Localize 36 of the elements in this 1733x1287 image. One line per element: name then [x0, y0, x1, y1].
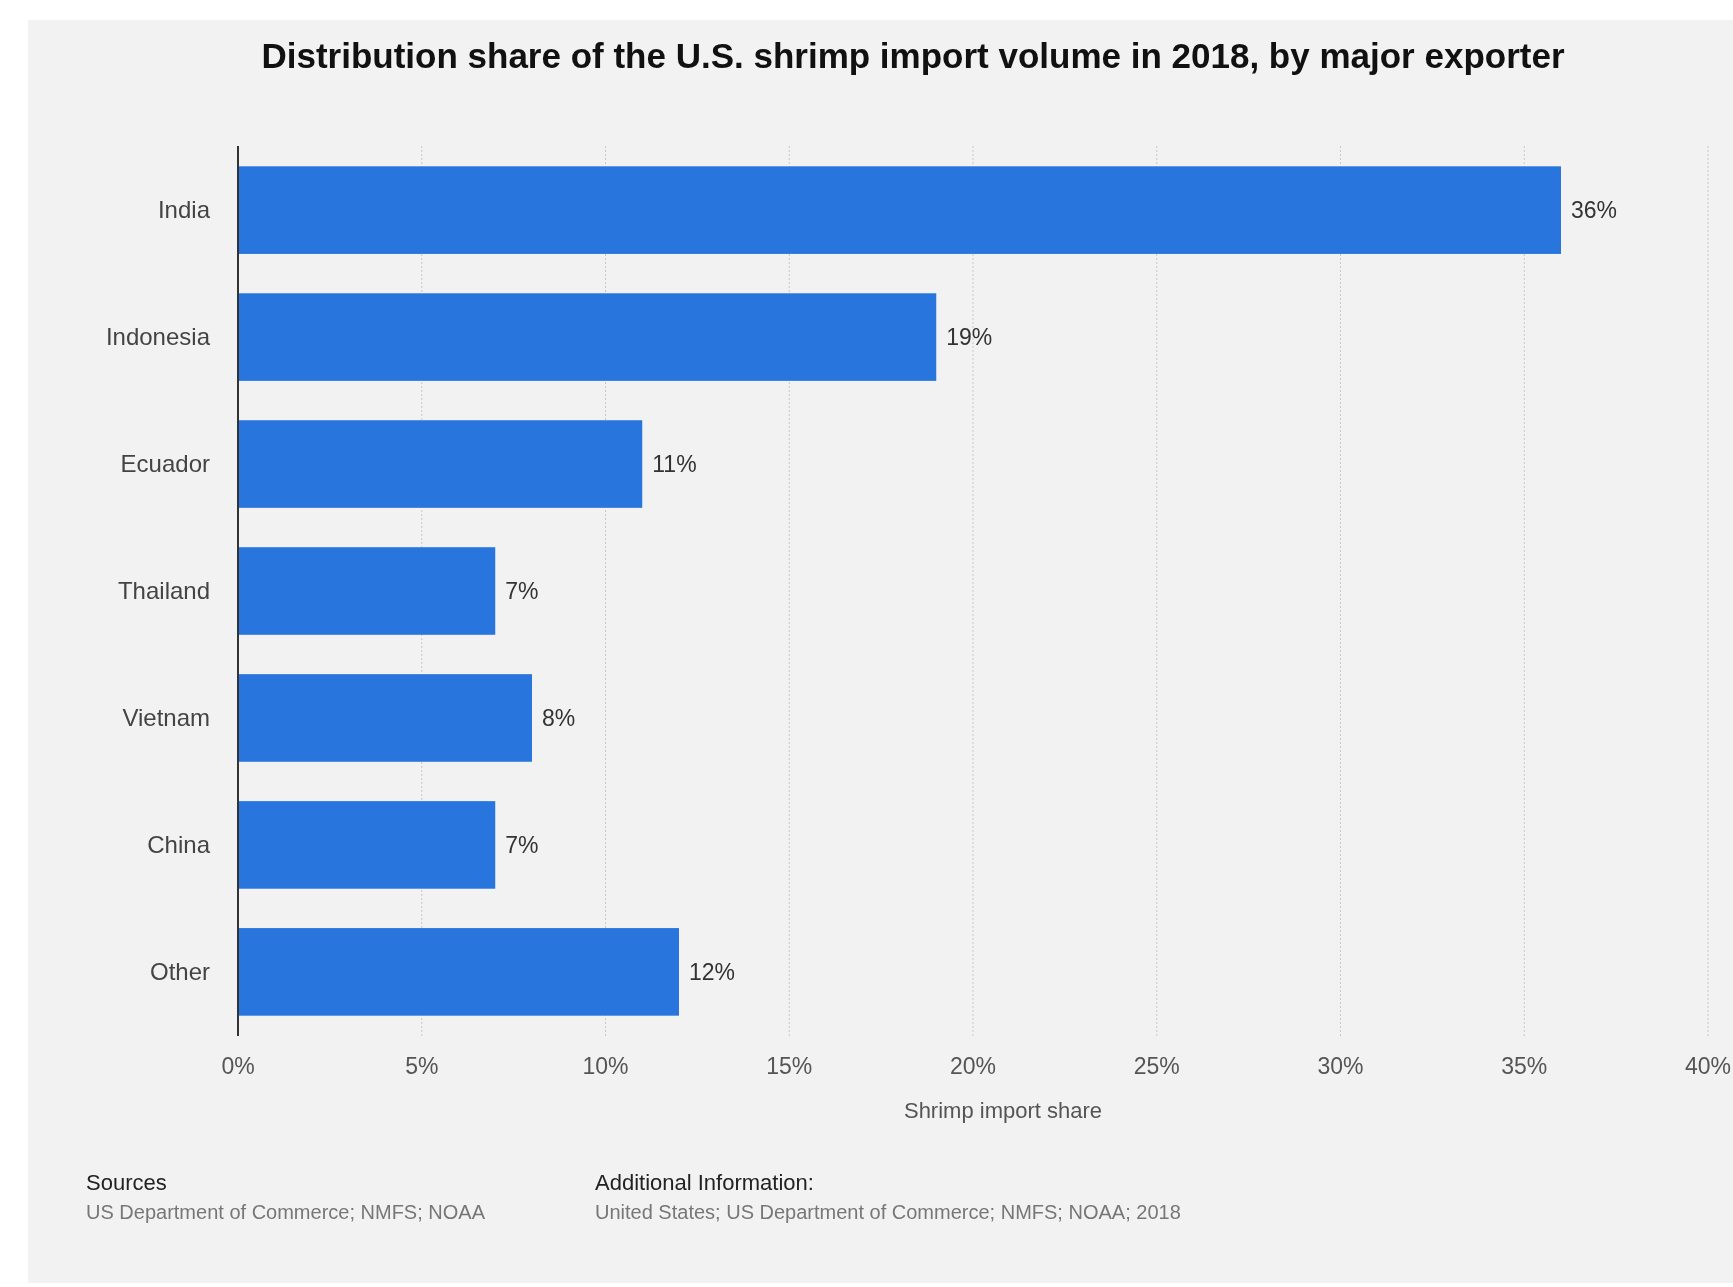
data-label: 19%	[946, 324, 993, 351]
y-tick-label: India	[157, 196, 211, 224]
y-tick-label: Other	[149, 957, 210, 985]
bar	[238, 166, 1561, 254]
text: Sources	[86, 1170, 167, 1195]
x-tick-label: 35%	[1501, 1053, 1548, 1079]
y-tick-label: Ecuador	[120, 450, 211, 478]
x-tick-label: 0%	[221, 1053, 255, 1079]
y-tick-label: Vietnam	[122, 703, 210, 731]
bar	[238, 674, 532, 762]
y-tick-label: Thailand	[117, 577, 210, 604]
bar	[238, 547, 496, 635]
x-tick-label: 25%	[1133, 1053, 1180, 1079]
y-tick-label: China	[147, 830, 211, 858]
text: US Department of Commerce; NMFS; NOAA	[86, 1201, 486, 1223]
data-label: 12%	[689, 958, 736, 985]
x-tick-label: 15%	[766, 1053, 813, 1079]
x-tick-label: 10%	[582, 1053, 629, 1079]
bar	[238, 801, 496, 889]
chart-title: Distribution share of the U.S. shrimp import volume in 2018, by major exporter	[261, 36, 1565, 75]
x-axis-title: Shrimp import share	[903, 1098, 1103, 1123]
text: Additional Information:	[595, 1170, 814, 1195]
x-tick-label: 5%	[405, 1053, 439, 1079]
data-label: 7%	[505, 578, 539, 604]
bar	[238, 293, 937, 381]
bar	[238, 420, 643, 508]
data-label: 8%	[542, 704, 576, 731]
data-label: 7%	[505, 831, 539, 858]
y-tick-label: Indonesia	[105, 323, 211, 351]
bar	[238, 928, 679, 1016]
x-tick-label: 20%	[949, 1053, 997, 1079]
data-label: 11%	[652, 451, 697, 478]
text: United States; US Department of Commerce; NMFS; NOAA; 2018	[595, 1201, 1181, 1223]
x-tick-label: 40%	[1684, 1053, 1732, 1079]
data-label: 36%	[1571, 197, 1618, 224]
x-tick-label: 30%	[1317, 1053, 1364, 1079]
